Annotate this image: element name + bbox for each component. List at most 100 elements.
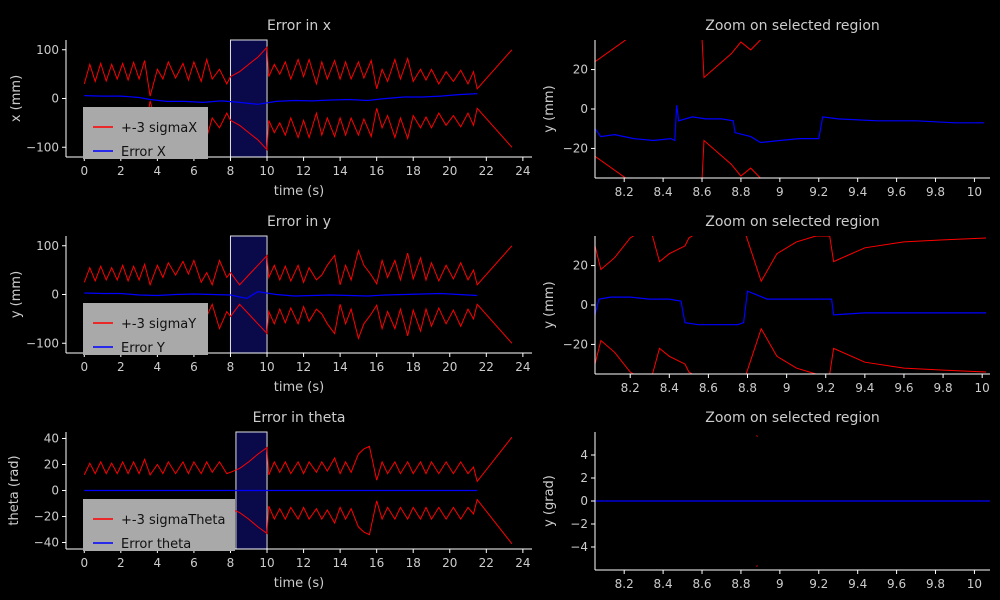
legend: +-3 sigmaY Error Y xyxy=(83,303,208,356)
chart-y-zoom: Zoom on selected region y (mm) 8.2 8.4 8.6 8.… xyxy=(542,214,990,395)
x-tick-label: 8.4 xyxy=(654,577,673,591)
chart-title: Zoom on selected region xyxy=(705,18,880,34)
y-tick-label: 0 xyxy=(580,102,588,116)
legend: +-3 sigmaX Error X xyxy=(83,107,208,160)
error-line xyxy=(84,93,478,105)
x-tick-label: 10 xyxy=(259,360,274,374)
y-axis-label: theta (rad) xyxy=(7,455,22,525)
chart-x-main: Error in xx (mm)time (s)0 2 4 6 8 10 12 14 16 18 2… xyxy=(9,18,532,199)
x-tick-label: 18 xyxy=(406,556,421,570)
legend: +-3 sigmaTheta Error theta xyxy=(83,499,235,552)
x-axis-label: time (s) xyxy=(274,576,324,591)
x-tick-label: 22 xyxy=(479,556,494,570)
sigma-lower-line xyxy=(756,565,758,567)
x-tick-label: 9.8 xyxy=(926,185,945,199)
y-axis-label: y (mm) xyxy=(9,271,24,318)
y-tick-label: 2 xyxy=(580,471,588,485)
x-tick-label: 18 xyxy=(406,164,421,178)
sigma-upper-line xyxy=(83,245,513,287)
y-tick-label: −100 xyxy=(26,336,59,350)
y-axis-label: y (mm) xyxy=(542,281,557,328)
chart-theta-zoom: Zoom on selected region y (grad) 8.2 8.4 8.6… xyxy=(542,410,990,591)
x-tick-label: 10 xyxy=(967,185,982,199)
x-tick-label: 9.2 xyxy=(809,577,828,591)
x-tick-label: 8.6 xyxy=(699,381,718,395)
y-tick-label: −20 xyxy=(563,337,588,351)
legend-label: Error theta xyxy=(121,537,191,552)
x-tick-label: 14 xyxy=(332,556,347,570)
x-tick-label: 2 xyxy=(117,164,125,178)
y-tick-label: 40 xyxy=(44,432,59,446)
legend-label: Error X xyxy=(121,145,166,160)
sigma-upper-line xyxy=(595,236,987,283)
x-tick-label: 10 xyxy=(975,381,990,395)
x-tick-label: 0 xyxy=(80,556,88,570)
x-tick-label: 9.2 xyxy=(816,381,835,395)
x-tick-label: 16 xyxy=(369,360,384,374)
x-tick-label: 12 xyxy=(296,556,311,570)
x-tick-label: 20 xyxy=(442,360,457,374)
error-line xyxy=(595,290,987,326)
x-tick-label: 8.2 xyxy=(615,577,634,591)
y-tick-label: −20 xyxy=(34,510,59,524)
x-tick-label: 8.8 xyxy=(738,381,757,395)
x-tick-label: 24 xyxy=(515,360,530,374)
x-tick-label: 20 xyxy=(442,556,457,570)
y-tick-label: 0 xyxy=(580,494,588,508)
selection-region[interactable] xyxy=(229,39,268,158)
x-tick-label: 8.2 xyxy=(621,381,640,395)
x-axis-label: time (s) xyxy=(274,380,324,395)
legend-label: +-3 sigmaTheta xyxy=(121,513,226,528)
y-axis-label: y (mm) xyxy=(542,85,557,132)
chart-x-zoom: Zoom on selected region y (mm) 8.2 8.4 8.6 8.… xyxy=(542,18,990,199)
x-tick-label: 6 xyxy=(190,164,198,178)
x-tick-label: 16 xyxy=(369,556,384,570)
sigma-lower-line xyxy=(595,139,762,178)
y-tick-label: 20 xyxy=(44,458,59,472)
sigma-lower-line xyxy=(595,327,987,374)
y-tick-label: −4 xyxy=(570,540,588,554)
x-tick-label: 9 xyxy=(776,577,784,591)
x-tick-label: 14 xyxy=(332,164,347,178)
y-tick-label: 0 xyxy=(580,298,588,312)
x-tick-label: 8.6 xyxy=(692,185,711,199)
x-tick-label: 0 xyxy=(80,164,88,178)
legend-label: +-3 sigmaY xyxy=(121,317,196,332)
y-tick-label: 4 xyxy=(580,448,588,462)
x-tick-label: 8.2 xyxy=(615,185,634,199)
x-tick-label: 9 xyxy=(776,185,784,199)
x-tick-label: 4 xyxy=(154,164,162,178)
x-tick-label: 4 xyxy=(154,556,162,570)
y-axis-label: y (grad) xyxy=(542,475,557,527)
legend-label: Error Y xyxy=(121,341,165,356)
chart-y-main: Error in yy (mm)time (s)0 2 4 6 8 10 12 14 16 18 2… xyxy=(9,214,532,395)
x-tick-label: 10 xyxy=(967,577,982,591)
x-tick-label: 9.8 xyxy=(934,381,953,395)
error-line xyxy=(84,290,478,300)
x-tick-label: 8 xyxy=(227,360,235,374)
x-tick-label: 6 xyxy=(190,556,198,570)
x-tick-label: 18 xyxy=(406,360,421,374)
x-tick-label: 8 xyxy=(227,164,235,178)
x-tick-label: 6 xyxy=(190,360,198,374)
x-tick-label: 16 xyxy=(369,164,384,178)
x-tick-label: 24 xyxy=(515,556,530,570)
x-tick-label: 22 xyxy=(479,360,494,374)
x-tick-label: 9.8 xyxy=(926,577,945,591)
chart-title: Error in y xyxy=(267,214,331,230)
x-tick-label: 2 xyxy=(117,556,125,570)
sigma-upper-line xyxy=(595,40,762,79)
legend-label: +-3 sigmaX xyxy=(121,121,197,136)
x-tick-label: 9.6 xyxy=(887,185,906,199)
y-tick-label: 100 xyxy=(36,43,59,57)
sigma-upper-line xyxy=(83,46,513,97)
selection-region[interactable] xyxy=(229,235,268,354)
x-tick-label: 8.4 xyxy=(654,185,673,199)
x-tick-label: 2 xyxy=(117,360,125,374)
x-tick-label: 8.4 xyxy=(660,381,679,395)
x-tick-label: 4 xyxy=(154,360,162,374)
x-tick-label: 8 xyxy=(227,556,235,570)
y-tick-label: −2 xyxy=(570,517,588,531)
chart-title: Zoom on selected region xyxy=(705,410,880,426)
